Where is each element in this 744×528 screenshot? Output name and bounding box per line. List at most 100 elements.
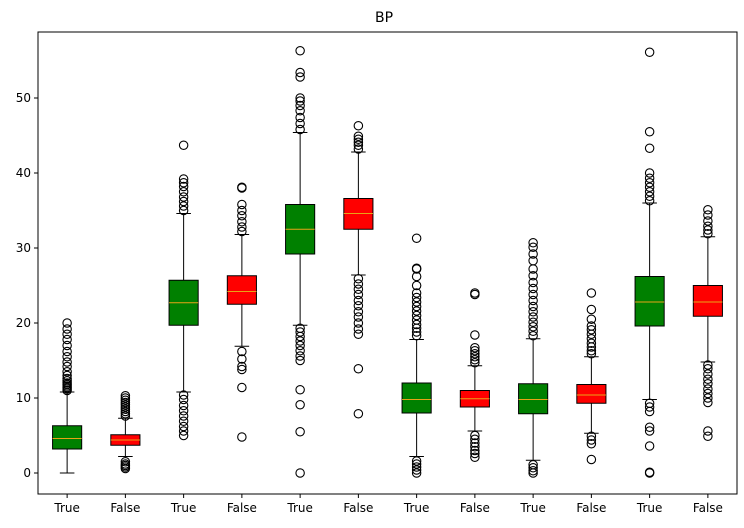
outlier-point (470, 438, 480, 448)
outlier-point (178, 421, 189, 432)
iqr-box (518, 383, 549, 415)
x-tick-label: False (693, 501, 723, 515)
outlier-point (586, 454, 597, 465)
outlier-point (703, 384, 713, 394)
outlier-point (644, 143, 655, 154)
outlier-point (237, 354, 247, 364)
outlier-point (62, 366, 72, 377)
outlier-point (353, 363, 364, 374)
outlier-point (470, 434, 480, 444)
outlier-point (528, 330, 538, 341)
outlier-point (237, 217, 247, 227)
outlier-point (353, 144, 364, 154)
outlier-point (644, 422, 655, 432)
outlier-point (120, 404, 131, 414)
outlier-point (62, 329, 72, 339)
outlier-point (411, 310, 422, 321)
outlier-point (178, 201, 189, 211)
outlier-point (586, 314, 597, 324)
iqr-box (692, 285, 723, 317)
outlier-point (528, 238, 538, 248)
y-tick-label: 40 (16, 166, 31, 180)
outlier-point (703, 426, 713, 436)
outlier-point (470, 445, 480, 456)
outlier-point (586, 304, 597, 315)
outlier-point (295, 106, 305, 116)
x-tick-label: True (286, 501, 313, 515)
outlier-point (120, 397, 131, 408)
outlier-point (353, 408, 364, 419)
axes-frame (37, 31, 738, 495)
outlier-point (644, 441, 655, 451)
outlier-point (644, 191, 655, 202)
outlier-point (295, 327, 305, 337)
outlier-point (586, 333, 597, 344)
outlier-point (353, 134, 364, 145)
outlier-point (411, 297, 422, 307)
outlier-point (295, 96, 305, 106)
outlier-point (470, 348, 480, 359)
iqr-box (401, 382, 432, 414)
outlier-point (644, 47, 655, 57)
x-tick-label: True (53, 501, 80, 515)
outlier-point (295, 100, 305, 111)
outlier-point (295, 336, 305, 346)
outlier-point (528, 270, 538, 281)
outlier-point (295, 345, 305, 356)
outlier-point (528, 462, 538, 473)
outlier-point (353, 312, 364, 322)
outlier-point (703, 369, 713, 379)
outlier-point (411, 292, 422, 303)
outlier-point (586, 324, 597, 335)
outlier-point (528, 249, 538, 259)
outlier-point (120, 459, 131, 469)
y-tick-label: 20 (16, 316, 31, 330)
outlier-point (295, 112, 305, 123)
box-group (634, 47, 665, 478)
outlier-point (178, 178, 189, 188)
outlier-point (120, 402, 131, 412)
outlier-point (703, 221, 713, 232)
outlier-point (586, 435, 597, 445)
outlier-point (470, 342, 480, 353)
outlier-point (295, 384, 305, 395)
outlier-point (411, 263, 422, 273)
outlier-point (178, 426, 189, 436)
outlier-point (178, 405, 189, 416)
outlier-point (586, 288, 597, 298)
outlier-point (528, 295, 538, 306)
outlier-point (528, 277, 538, 288)
outlier-point (237, 222, 247, 232)
outlier-point (295, 118, 305, 129)
outlier-point (470, 330, 480, 340)
outlier-point (178, 400, 189, 411)
outlier-point (62, 373, 72, 384)
outlier-point (644, 127, 655, 137)
outlier-point (178, 192, 189, 202)
outlier-point (62, 346, 72, 357)
outlier-point (470, 448, 480, 459)
outlier-point (237, 346, 247, 357)
outlier-point (528, 306, 538, 317)
outlier-point (62, 357, 72, 367)
outlier-point (644, 182, 655, 193)
outlier-point (411, 315, 422, 325)
outlier-point (295, 45, 305, 56)
outlier-point (470, 354, 480, 365)
outlier-point (703, 210, 713, 220)
outlier-point (470, 441, 480, 452)
outlier-point (586, 438, 597, 449)
x-tick-label: True (636, 501, 663, 515)
outlier-point (470, 452, 480, 462)
outlier-point (178, 196, 189, 207)
outlier-point (703, 374, 713, 384)
outlier-point (644, 168, 655, 178)
outlier-point (237, 361, 247, 372)
outlier-point (411, 465, 422, 475)
outlier-point (295, 426, 305, 437)
outlier-point (528, 312, 538, 322)
box-group (52, 318, 83, 474)
outlier-point (62, 351, 72, 362)
outlier-point (353, 306, 364, 317)
